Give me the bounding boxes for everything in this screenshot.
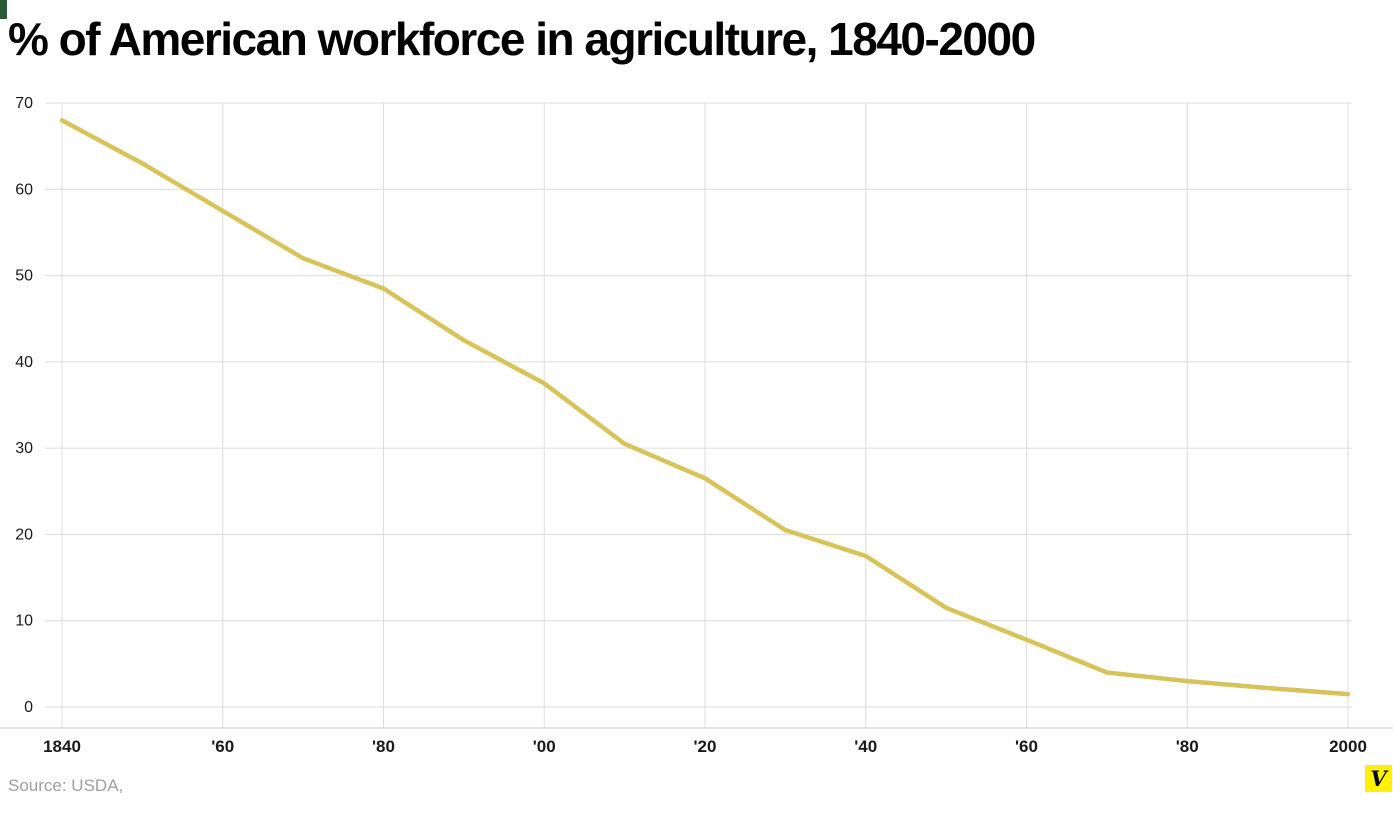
source-note: Source: USDA, bbox=[8, 776, 124, 795]
y-tick-label: 30 bbox=[15, 440, 33, 457]
vox-logo: V bbox=[1365, 765, 1392, 792]
vox-logo-letter: V bbox=[1370, 766, 1387, 791]
x-tick-label: '80 bbox=[1176, 737, 1199, 756]
x-tick-label: 2000 bbox=[1329, 737, 1367, 756]
x-tick-label: '00 bbox=[533, 737, 556, 756]
x-tick-label: '60 bbox=[211, 737, 234, 756]
y-tick-label: 50 bbox=[15, 268, 33, 285]
y-tick-label: 10 bbox=[15, 613, 33, 630]
data-line-series bbox=[59, 118, 1351, 697]
x-tick-label: '60 bbox=[1015, 737, 1038, 756]
y-tick-label: 60 bbox=[15, 181, 33, 198]
x-tick-label: '80 bbox=[372, 737, 395, 756]
y-tick-label: 70 bbox=[15, 95, 33, 112]
y-tick-label: 20 bbox=[15, 526, 33, 543]
page-title: % of American workforce in agriculture, … bbox=[8, 13, 1036, 65]
y-tick-label: 40 bbox=[15, 354, 33, 371]
corner-mark bbox=[0, 0, 7, 19]
x-tick-label: '20 bbox=[694, 737, 717, 756]
x-tick-label: '40 bbox=[854, 737, 877, 756]
y-tick-label: 0 bbox=[24, 699, 33, 716]
x-tick-label: 1840 bbox=[43, 737, 81, 756]
